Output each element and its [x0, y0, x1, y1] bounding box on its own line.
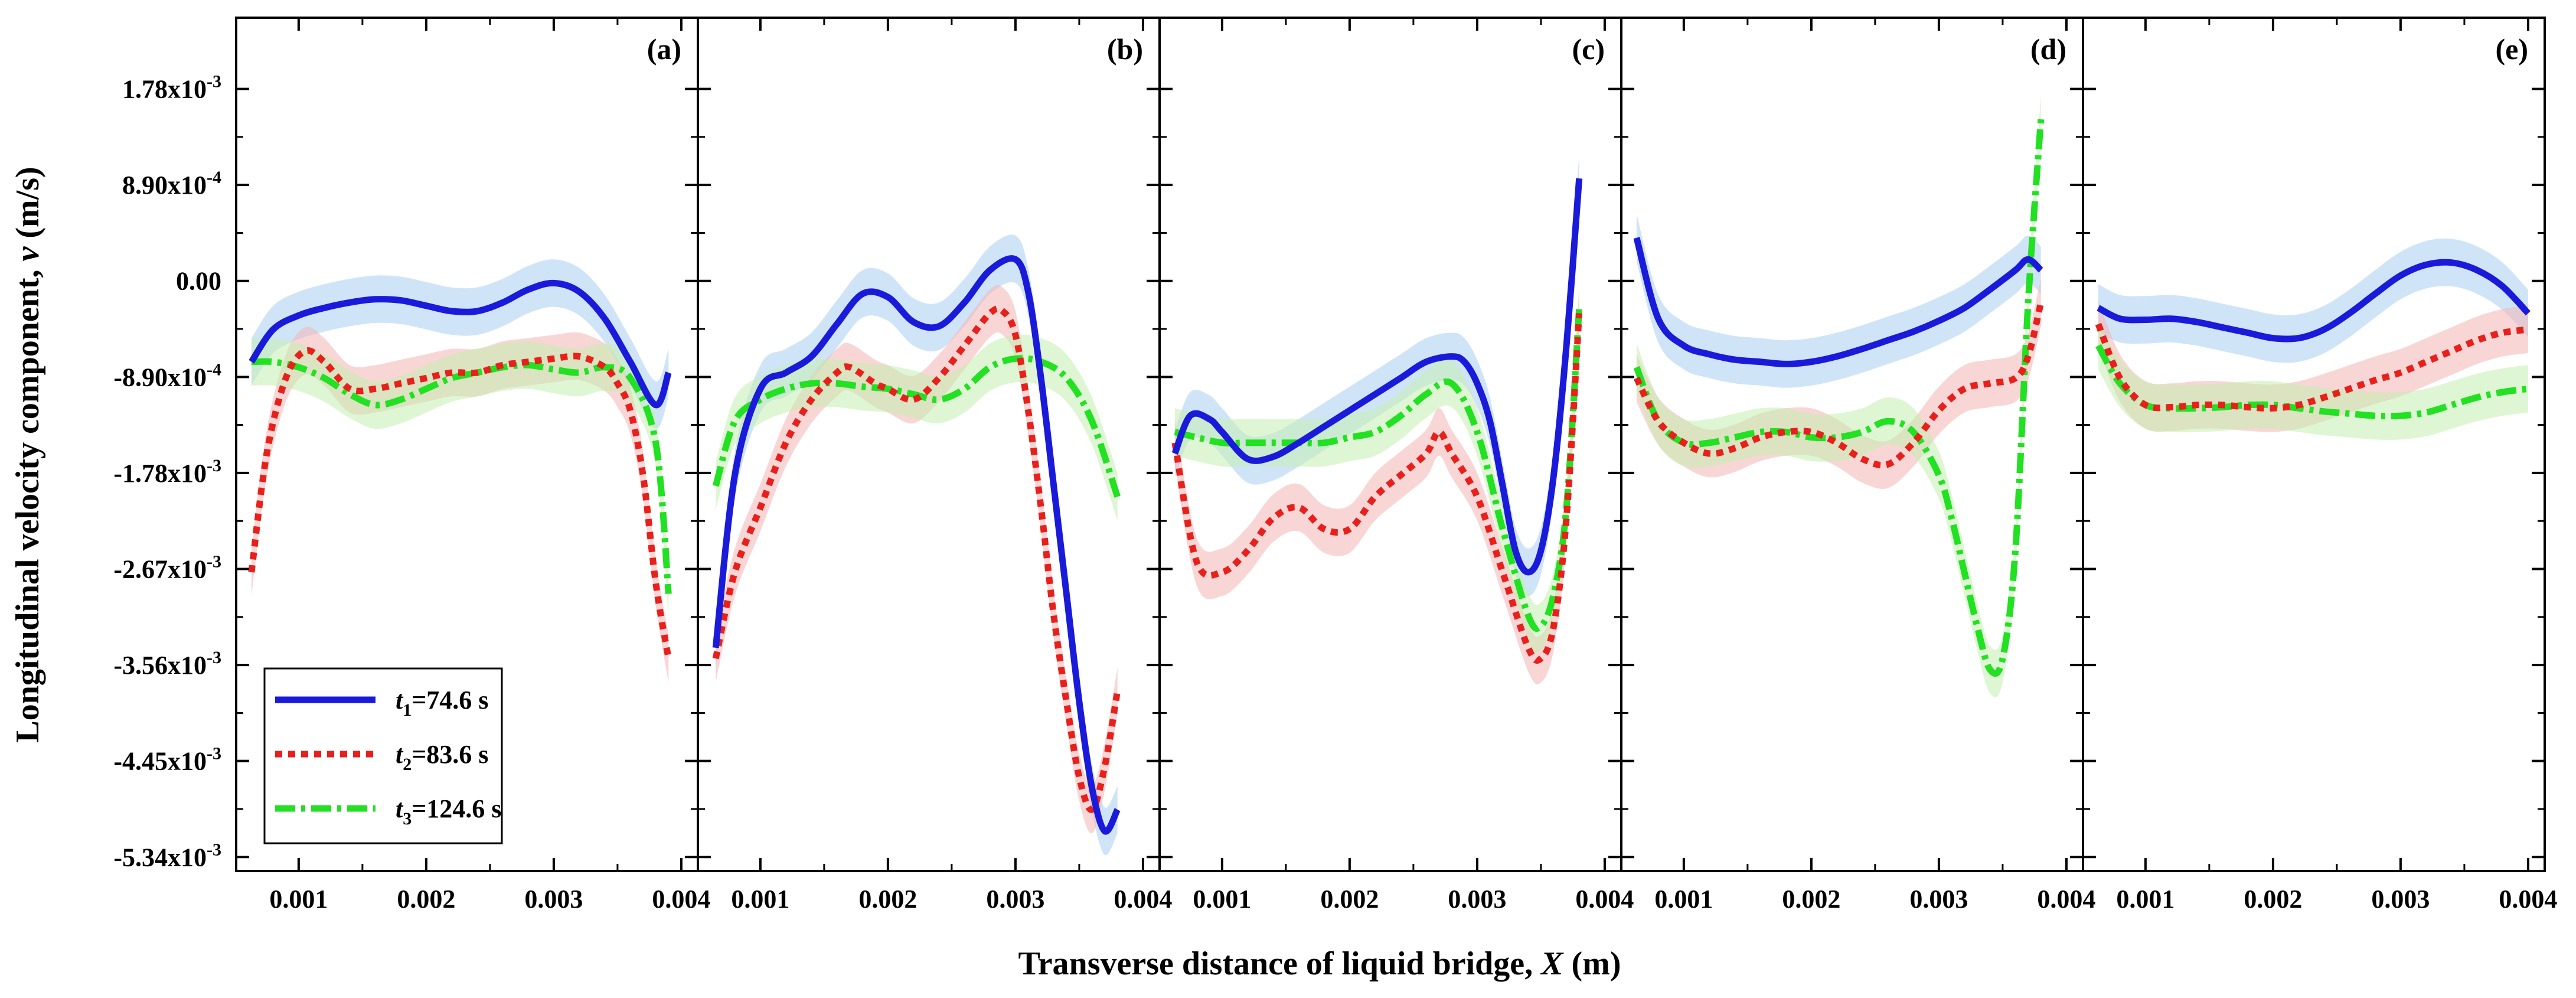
panel-label-d: (d) — [2030, 32, 2066, 66]
x-tick-label: 0.003 — [986, 885, 1044, 914]
x-tick-label: 0.004 — [2499, 885, 2557, 914]
y-tick-label: 1.78x10-3 — [122, 72, 221, 104]
x-tick-label: 0.003 — [1909, 885, 1968, 914]
band-c-series-2 — [1174, 289, 1579, 684]
x-tick-label: 0.004 — [2037, 885, 2095, 914]
panel-label-c: (c) — [1572, 32, 1605, 66]
panel-labels: (a) (b) (c) (d) (e) — [647, 32, 2528, 66]
line-e-series-3 — [2095, 344, 2529, 420]
panel-axes — [235, 17, 2546, 872]
x-tick-label: 0.001 — [2116, 885, 2175, 914]
line-d-series-3 — [1633, 119, 2045, 677]
panel-label-b: (b) — [1107, 32, 1143, 66]
y-axis-title: Longitudinal velocity component, v (m/s) — [9, 167, 46, 742]
x-tick-label: 0.004 — [1575, 885, 1634, 914]
line-c-series-1 — [1171, 178, 1583, 576]
band-d-series-1 — [1636, 214, 2041, 388]
line-a-series-3 — [251, 358, 672, 594]
x-tick-label: 0.004 — [652, 885, 710, 914]
legend-label-series-3: t3=124.6 s — [396, 794, 501, 829]
x-tick-label: 0.001 — [1193, 885, 1251, 914]
band-c-series-3 — [1174, 284, 1579, 653]
y-tick-label: -4.45x10-3 — [113, 744, 221, 776]
panel-frame — [697, 17, 1161, 872]
x-tick-labels: 0.001 0.002 0.003 0.004 0.001 0.002 0.003 0.004… — [269, 885, 2557, 914]
line-c-series-2 — [1171, 313, 1583, 664]
legend-label-series-2: t2=83.6 s — [396, 740, 488, 774]
confidence-bands — [251, 95, 2528, 856]
y-tick-label: -1.78x10-3 — [113, 456, 221, 488]
band-b-series-1 — [716, 234, 1118, 856]
x-tick-label: 0.004 — [1114, 885, 1172, 914]
line-c-series-3 — [1174, 308, 1583, 632]
panel-label-e: (e) — [2496, 32, 2529, 66]
x-tick-label: 0.002 — [1320, 885, 1379, 914]
line-a-series-1 — [249, 279, 672, 409]
y-tick-labels: 1.78x10-3 8.90x10-4 0.00 -8.90x10-4 -1.78x10… — [113, 72, 221, 872]
x-tick-label: 0.002 — [858, 885, 917, 914]
x-axis-title: Transverse distance of liquid bridge, X … — [1018, 945, 1621, 982]
legend-label-series-1: t1=74.6 s — [396, 686, 488, 720]
y-tick-label: -8.90x10-4 — [113, 360, 221, 392]
line-b-series-1 — [712, 255, 1121, 835]
y-tick-label: -5.34x10-3 — [113, 840, 221, 872]
x-tick-label: 0.003 — [2371, 885, 2430, 914]
x-tick-label: 0.001 — [1654, 885, 1713, 914]
panel-frame — [2082, 17, 2546, 872]
y-tick-label: -2.67x10-3 — [113, 552, 221, 583]
line-b-series-2 — [712, 305, 1121, 813]
panel-label-a: (a) — [647, 32, 681, 66]
band-a-series-3 — [251, 337, 669, 618]
line-b-series-3 — [712, 355, 1121, 498]
series-lines — [248, 119, 2531, 835]
line-d-series-1 — [1633, 237, 2043, 367]
y-tick-label: -3.56x10-3 — [113, 648, 221, 680]
x-tick-label: 0.002 — [397, 885, 455, 914]
line-a-series-2 — [248, 347, 672, 660]
y-tick-label: 8.90x10-4 — [122, 168, 221, 200]
band-c-series-1 — [1174, 155, 1579, 596]
x-tick-label: 0.001 — [731, 885, 789, 914]
y-tick-label: 0.00 — [176, 267, 221, 296]
x-tick-label: 0.003 — [1448, 885, 1506, 914]
legend: t1=74.6 s t2=83.6 s t3=124.6 s — [263, 667, 503, 844]
x-tick-label: 0.003 — [524, 885, 583, 914]
x-tick-label: 0.002 — [2244, 885, 2302, 914]
x-tick-label: 0.002 — [1782, 885, 1840, 914]
line-d-series-2 — [1633, 302, 2045, 469]
line-e-series-1 — [2097, 259, 2531, 343]
x-tick-label: 0.001 — [269, 885, 328, 914]
